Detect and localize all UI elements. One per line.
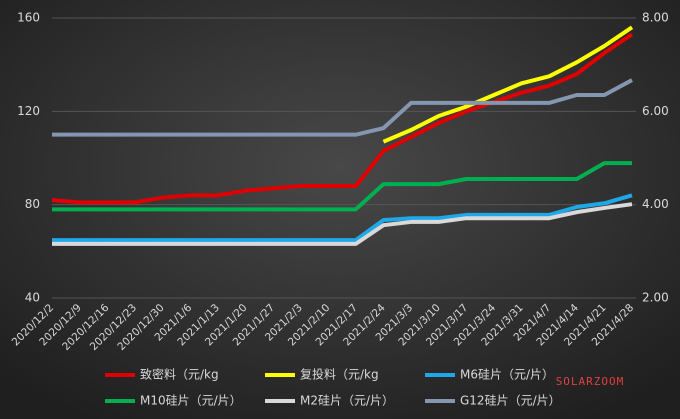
series-line xyxy=(52,161,632,212)
legend-label: G12硅片（元/片） xyxy=(460,394,561,408)
series-line xyxy=(382,25,634,144)
y2-tick-label: 8.00 xyxy=(642,11,669,25)
legend-label: M6硅片（元/片） xyxy=(460,368,554,382)
y-tick-label: 120 xyxy=(17,104,40,118)
watermark: SOLARZOOM xyxy=(556,375,625,388)
series-line xyxy=(52,193,633,243)
legend-label: 致密料（元/kg xyxy=(140,367,219,382)
legend-label: 复投料（元/kg xyxy=(300,367,379,382)
legend-label: M2硅片（元/片） xyxy=(300,394,394,408)
legend-label: M10硅片（元/片） xyxy=(140,394,242,408)
y2-tick-label: 2.00 xyxy=(642,291,669,305)
series-line xyxy=(51,32,634,205)
y2-tick-label: 4.00 xyxy=(642,197,669,211)
y-tick-label: 80 xyxy=(25,197,40,211)
y2-tick-label: 6.00 xyxy=(642,104,669,118)
y-tick-label: 160 xyxy=(17,11,40,25)
y-tick-label: 40 xyxy=(25,291,40,305)
series-line xyxy=(52,78,633,137)
series-line xyxy=(52,202,633,246)
